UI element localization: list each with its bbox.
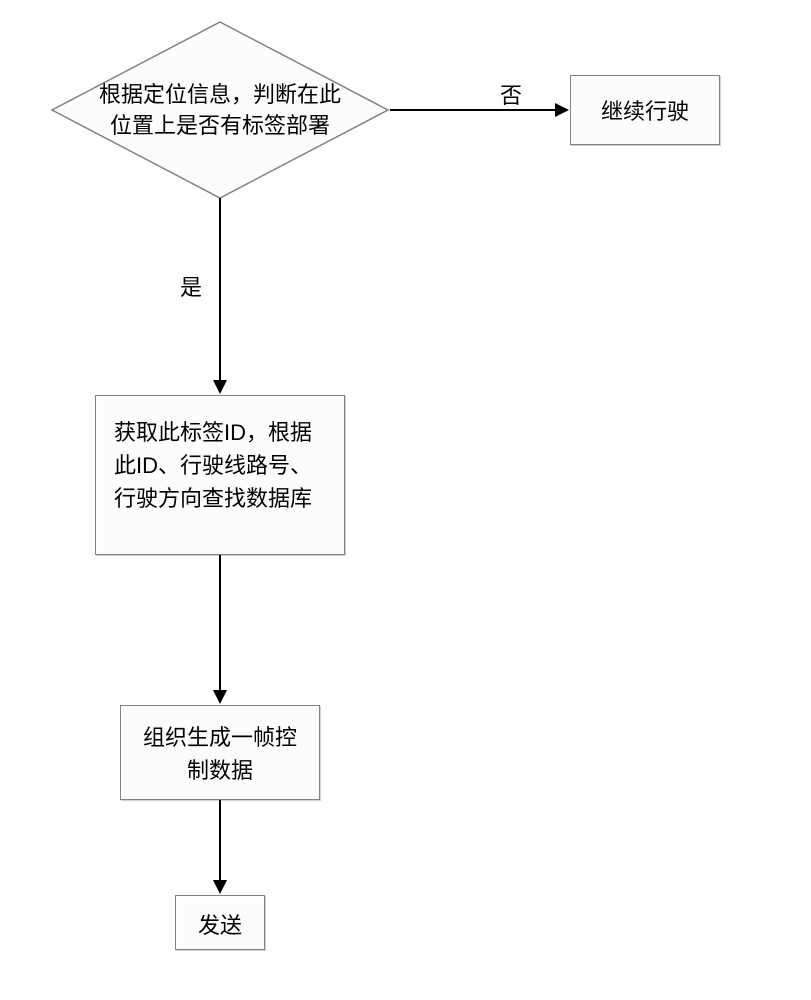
edge-yes-label: 是: [180, 270, 202, 302]
decision-text: 根据定位信息，判断在此 位置上是否有标签部署: [80, 80, 360, 142]
send-text: 发送: [198, 913, 242, 938]
edge-frame-send-line: [219, 800, 221, 880]
edge-yes-line: [219, 198, 221, 380]
decision-line2: 位置上是否有标签部署: [110, 113, 330, 138]
edge-yes-arrow: [213, 380, 227, 394]
edge-lookup-frame-line: [219, 555, 221, 690]
edge-frame-send-arrow: [213, 880, 227, 894]
decision-node: 根据定位信息，判断在此 位置上是否有标签部署: [50, 20, 390, 200]
edge-no-line: [390, 109, 555, 111]
decision-line1: 根据定位信息，判断在此: [99, 82, 341, 107]
edge-lookup-frame-arrow: [213, 690, 227, 704]
continue-node: 继续行驶: [570, 75, 720, 145]
continue-text: 继续行驶: [601, 99, 689, 124]
lookup-node: 获取此标签ID，根据此ID、行驶线路号、行驶方向查找数据库: [95, 395, 345, 555]
lookup-text: 获取此标签ID，根据此ID、行驶线路号、行驶方向查找数据库: [114, 420, 312, 511]
send-node: 发送: [175, 895, 265, 950]
frame-text: 组织生成一帧控制数据: [143, 725, 297, 783]
frame-node: 组织生成一帧控制数据: [120, 705, 320, 800]
edge-no-label: 否: [500, 78, 522, 110]
edge-no-arrow: [555, 103, 569, 117]
